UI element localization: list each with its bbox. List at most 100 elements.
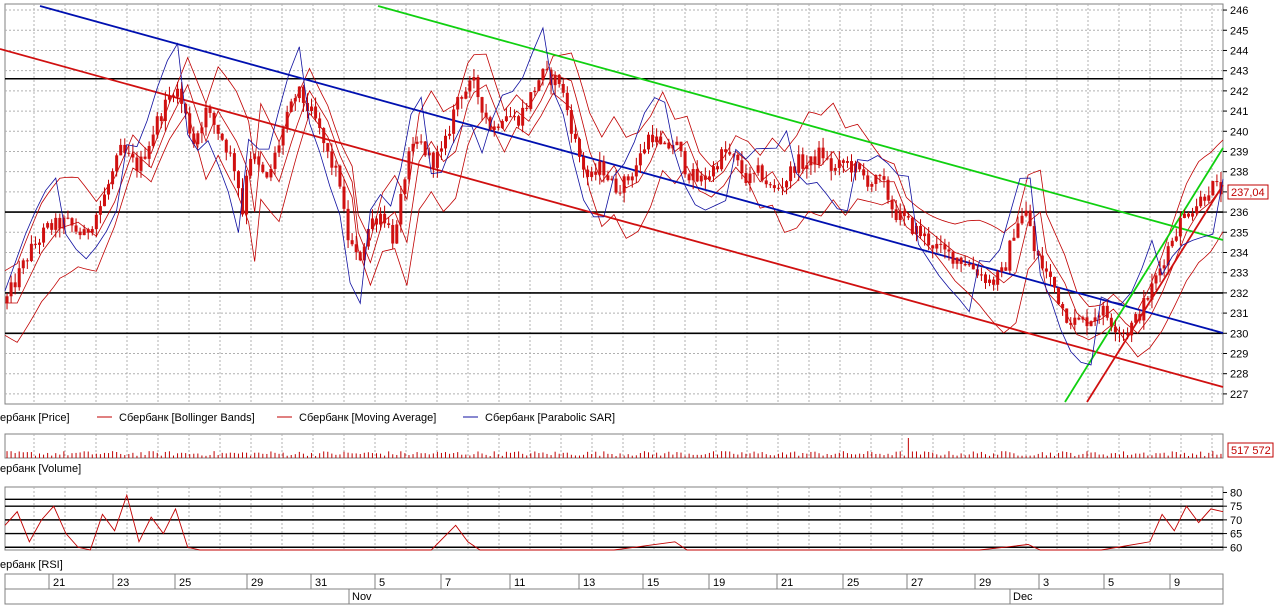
candle-body	[870, 183, 874, 187]
day-label: 5	[379, 577, 385, 589]
candle-body	[573, 133, 577, 139]
candle-body	[456, 97, 460, 110]
month-label: Dec	[1013, 591, 1033, 603]
day-label: 11	[514, 577, 525, 589]
candle-body	[947, 249, 951, 252]
candle-body	[435, 151, 439, 168]
blue-trend-line	[39, 5, 1224, 334]
day-label: 13	[583, 577, 595, 589]
candle-body	[1178, 218, 1182, 237]
rsi-ytick-label: 70	[1230, 515, 1242, 527]
candle-body	[898, 210, 902, 220]
last-volume-label: 517 572	[1231, 445, 1271, 457]
candle-body	[123, 144, 127, 153]
last-volume-badge	[1227, 442, 1274, 458]
parabolic-sar	[4, 26, 1224, 366]
candle-body	[1191, 213, 1195, 217]
candle-body	[9, 282, 13, 297]
candle-body	[732, 154, 736, 156]
candle-body	[452, 109, 456, 134]
candle-body	[167, 95, 171, 100]
candle-body	[448, 133, 452, 136]
candle-body	[253, 156, 257, 159]
candle-body	[988, 279, 992, 283]
month-label: Nov	[352, 591, 372, 603]
candle-body	[1089, 321, 1093, 327]
green-trend-line-upper	[377, 5, 1224, 241]
candle-body	[919, 225, 923, 237]
candle-body	[642, 149, 646, 154]
candle-body	[1081, 317, 1085, 320]
candle-body	[683, 151, 687, 175]
candle-body	[1109, 317, 1113, 327]
candle-body	[691, 169, 695, 181]
rsi-series	[4, 493, 1224, 551]
candle-body	[833, 167, 837, 171]
candle-body	[1162, 265, 1166, 269]
candle-body	[1138, 314, 1142, 321]
candle-body	[1016, 223, 1020, 238]
candle-body	[1061, 304, 1065, 309]
candle-body	[728, 152, 732, 155]
candle-body	[476, 77, 480, 98]
candle-body	[906, 216, 910, 218]
candle-body	[504, 116, 508, 122]
candle-body	[1166, 246, 1170, 266]
candle-body	[374, 218, 378, 225]
candle-body	[127, 152, 131, 154]
candle-body	[992, 279, 996, 285]
candle-body	[1032, 226, 1036, 252]
price-ytick-label: 236	[1230, 207, 1248, 219]
candle-body	[996, 271, 1000, 285]
candle-body	[269, 168, 273, 178]
candle-body	[837, 160, 841, 168]
candle-body	[667, 142, 671, 149]
candle-body	[1199, 196, 1203, 207]
candle-body	[862, 169, 866, 176]
candle-body	[439, 148, 443, 152]
candle-body	[1174, 236, 1178, 241]
candle-body	[224, 139, 228, 153]
day-label: 3	[1043, 577, 1049, 589]
candle-body	[1000, 267, 1004, 272]
candle-body	[159, 116, 163, 122]
candle-body	[557, 74, 561, 84]
horizontal-levels	[5, 77, 1223, 335]
day-label: 15	[647, 577, 659, 589]
candle-body	[354, 244, 358, 253]
day-label: 5	[1108, 577, 1114, 589]
candle-body	[350, 240, 354, 245]
candle-body	[845, 161, 849, 163]
candle-body	[1142, 297, 1146, 321]
candle-body	[821, 147, 825, 159]
candle-body	[1020, 215, 1024, 224]
candle-body	[98, 206, 102, 215]
candle-body	[21, 260, 25, 269]
candle-body	[582, 156, 586, 170]
candle-body	[1008, 240, 1012, 271]
price-ytick-label: 232	[1230, 288, 1248, 300]
candle-body	[740, 160, 744, 174]
candle-body	[1207, 195, 1211, 201]
candle-body	[1048, 271, 1052, 277]
candle-body	[797, 154, 801, 173]
candle-body	[882, 176, 886, 180]
candle-body	[772, 185, 776, 189]
candle-body	[403, 179, 407, 195]
candle-body	[768, 184, 772, 186]
candle-body	[577, 138, 581, 157]
price-ytick-label: 240	[1230, 126, 1248, 138]
candle-body	[687, 174, 691, 181]
day-label: 21	[53, 577, 65, 589]
candle-body	[1028, 210, 1032, 227]
candle-body	[659, 136, 663, 145]
candle-body	[1215, 181, 1219, 183]
candle-body	[1113, 326, 1117, 333]
candle-body	[228, 152, 232, 154]
candle-body	[1004, 267, 1008, 271]
candle-body	[326, 143, 330, 152]
candle-body	[492, 126, 496, 130]
bollinger-lower	[4, 92, 1224, 358]
candle-body	[273, 152, 277, 169]
